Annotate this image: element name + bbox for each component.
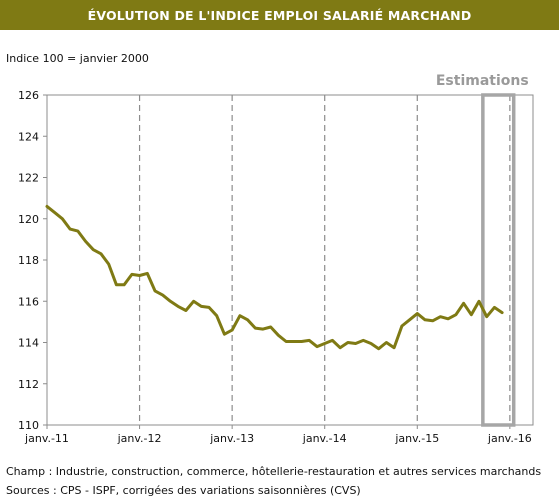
y-tick-label: 116 xyxy=(18,295,39,308)
footnote-champ: Champ : Industrie, construction, commerc… xyxy=(6,465,542,478)
x-tick-label: janv.-13 xyxy=(209,432,254,445)
y-tick-label: 124 xyxy=(18,130,39,143)
y-tick-label: 120 xyxy=(18,213,39,226)
x-tick-label: janv.-14 xyxy=(302,432,347,445)
y-tick-label: 118 xyxy=(18,254,39,267)
x-tick-label: janv.-16 xyxy=(487,432,532,445)
x-tick-label: janv.-11 xyxy=(24,432,69,445)
x-tick-label: janv.-12 xyxy=(117,432,162,445)
chart-title-bar: ÉVOLUTION DE L'INDICE EMPLOI SALARIÉ MAR… xyxy=(0,0,559,30)
y-tick-label: 114 xyxy=(18,337,39,350)
y-tick-label: 112 xyxy=(18,378,39,391)
series-line xyxy=(45,204,504,351)
y-tick-label: 126 xyxy=(18,89,39,102)
plot-frame xyxy=(46,94,534,426)
x-tick-label: janv.-15 xyxy=(394,432,439,445)
chart-title: ÉVOLUTION DE L'INDICE EMPLOI SALARIÉ MAR… xyxy=(87,7,472,23)
chart-subtitle: Indice 100 = janvier 2000 xyxy=(6,52,149,65)
y-tick-label: 110 xyxy=(18,419,39,432)
y-tick-label: 122 xyxy=(18,172,39,185)
estimation-box xyxy=(481,93,516,427)
footnote-sources: Sources : CPS - ISPF, corrigées des vari… xyxy=(6,484,361,497)
estimation-label: Estimations xyxy=(436,73,529,89)
